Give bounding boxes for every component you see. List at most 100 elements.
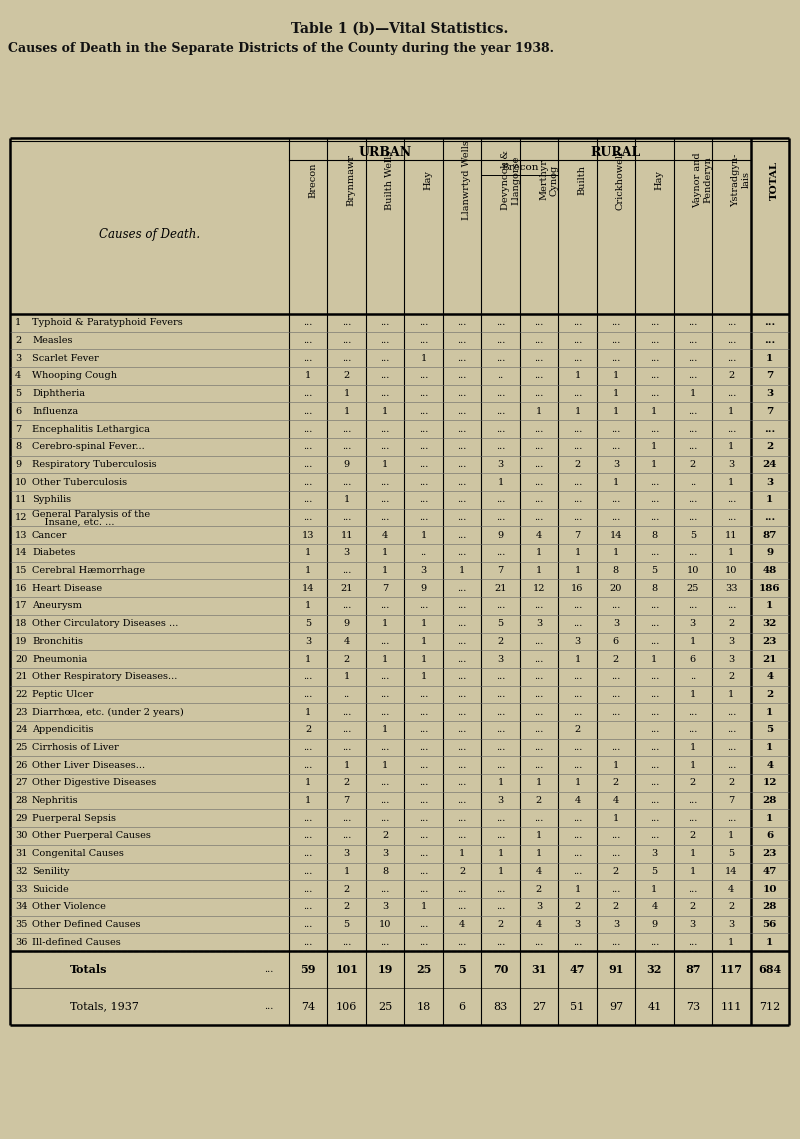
Text: ...: ... (419, 336, 428, 345)
Text: ...: ... (496, 707, 506, 716)
Text: ...: ... (573, 813, 582, 822)
Text: 1: 1 (690, 867, 696, 876)
Text: 4: 4 (459, 920, 466, 929)
Text: ..: .. (421, 548, 426, 557)
Text: 47: 47 (570, 964, 586, 975)
Text: 87: 87 (685, 964, 701, 975)
Text: ...: ... (534, 513, 544, 522)
Text: 23: 23 (762, 637, 777, 646)
Text: ...: ... (458, 707, 466, 716)
Text: 1: 1 (613, 477, 619, 486)
Text: 8: 8 (651, 531, 658, 540)
Text: ...: ... (726, 726, 736, 735)
Text: 14: 14 (725, 867, 738, 876)
Text: ...: ... (419, 707, 428, 716)
Text: 7: 7 (498, 566, 504, 575)
Text: 5: 5 (651, 566, 658, 575)
Text: 7: 7 (15, 425, 22, 434)
Text: ...: ... (381, 885, 390, 894)
Text: 1: 1 (766, 743, 774, 752)
Text: 6: 6 (690, 655, 696, 664)
Text: ...: ... (573, 743, 582, 752)
Text: 1: 1 (574, 407, 581, 416)
Text: ...: ... (342, 566, 351, 575)
Text: 3: 3 (343, 548, 350, 557)
Text: 2: 2 (613, 778, 619, 787)
Text: 1: 1 (305, 778, 311, 787)
Text: ...: ... (534, 354, 544, 362)
Text: 2: 2 (459, 867, 466, 876)
Text: ...: ... (381, 937, 390, 947)
Text: ...: ... (650, 637, 659, 646)
Text: ...: ... (650, 761, 659, 770)
Text: ...: ... (650, 620, 659, 628)
Text: 31: 31 (531, 964, 546, 975)
Text: ...: ... (688, 726, 698, 735)
Text: ...: ... (688, 937, 698, 947)
Text: ...: ... (303, 920, 313, 929)
Text: 10: 10 (762, 885, 777, 894)
Text: Hay: Hay (424, 170, 433, 190)
Text: 4: 4 (766, 761, 774, 770)
Text: ...: ... (342, 707, 351, 716)
Text: Llanwrtyd Wells: Llanwrtyd Wells (462, 140, 471, 220)
Text: 1: 1 (421, 354, 426, 362)
Text: ...: ... (496, 336, 506, 345)
Text: ...: ... (611, 885, 621, 894)
Text: Measles: Measles (32, 336, 73, 345)
Text: 2: 2 (728, 672, 734, 681)
Text: 10: 10 (725, 566, 738, 575)
Text: ...: ... (534, 637, 544, 646)
Text: 5: 5 (458, 964, 466, 975)
Text: 5: 5 (498, 620, 504, 628)
Text: ...: ... (726, 318, 736, 327)
Text: 1: 1 (574, 655, 581, 664)
Text: 2: 2 (613, 655, 619, 664)
Text: ...: ... (764, 425, 775, 434)
Text: ...: ... (496, 937, 506, 947)
Text: ...: ... (611, 831, 621, 841)
Text: 2: 2 (728, 371, 734, 380)
Text: 3: 3 (382, 902, 388, 911)
Text: ...: ... (458, 813, 466, 822)
Text: ...: ... (688, 354, 698, 362)
Text: 33: 33 (15, 885, 27, 894)
Text: ...: ... (534, 690, 544, 699)
Text: ...: ... (458, 885, 466, 894)
Text: ...: ... (726, 390, 736, 399)
Text: ...: ... (650, 831, 659, 841)
Text: 29: 29 (15, 813, 27, 822)
Text: Other Liver Diseases...: Other Liver Diseases... (32, 761, 145, 770)
Text: ...: ... (342, 813, 351, 822)
Text: 1: 1 (728, 937, 734, 947)
Text: ...: ... (342, 425, 351, 434)
Text: Table 1 (b)—Vital Statistics.: Table 1 (b)—Vital Statistics. (291, 22, 509, 36)
Text: 1: 1 (382, 407, 388, 416)
Text: ...: ... (688, 495, 698, 505)
Text: Typhoid & Paratyphoid Fevers: Typhoid & Paratyphoid Fevers (32, 318, 182, 327)
Text: ...: ... (381, 390, 390, 399)
Text: ...: ... (534, 495, 544, 505)
Text: Encephalitis Lethargica: Encephalitis Lethargica (32, 425, 150, 434)
Text: ...: ... (419, 937, 428, 947)
Text: ...: ... (688, 371, 698, 380)
Text: 684: 684 (758, 964, 782, 975)
Text: ...: ... (419, 513, 428, 522)
Text: ...: ... (458, 495, 466, 505)
Text: Respiratory Tuberculosis: Respiratory Tuberculosis (32, 460, 157, 469)
Text: ...: ... (381, 672, 390, 681)
Text: ...: ... (611, 425, 621, 434)
Text: ...: ... (688, 796, 698, 805)
Text: Nephritis: Nephritis (32, 796, 78, 805)
Text: ...: ... (381, 336, 390, 345)
Text: 1: 1 (421, 620, 426, 628)
Text: 15: 15 (15, 566, 27, 575)
Text: 8: 8 (651, 584, 658, 592)
Text: ...: ... (573, 442, 582, 451)
Text: 1: 1 (690, 743, 696, 752)
Text: ...: ... (381, 778, 390, 787)
Text: ...: ... (611, 850, 621, 858)
Text: ...: ... (419, 778, 428, 787)
Text: ...: ... (573, 761, 582, 770)
Text: ...: ... (303, 354, 313, 362)
